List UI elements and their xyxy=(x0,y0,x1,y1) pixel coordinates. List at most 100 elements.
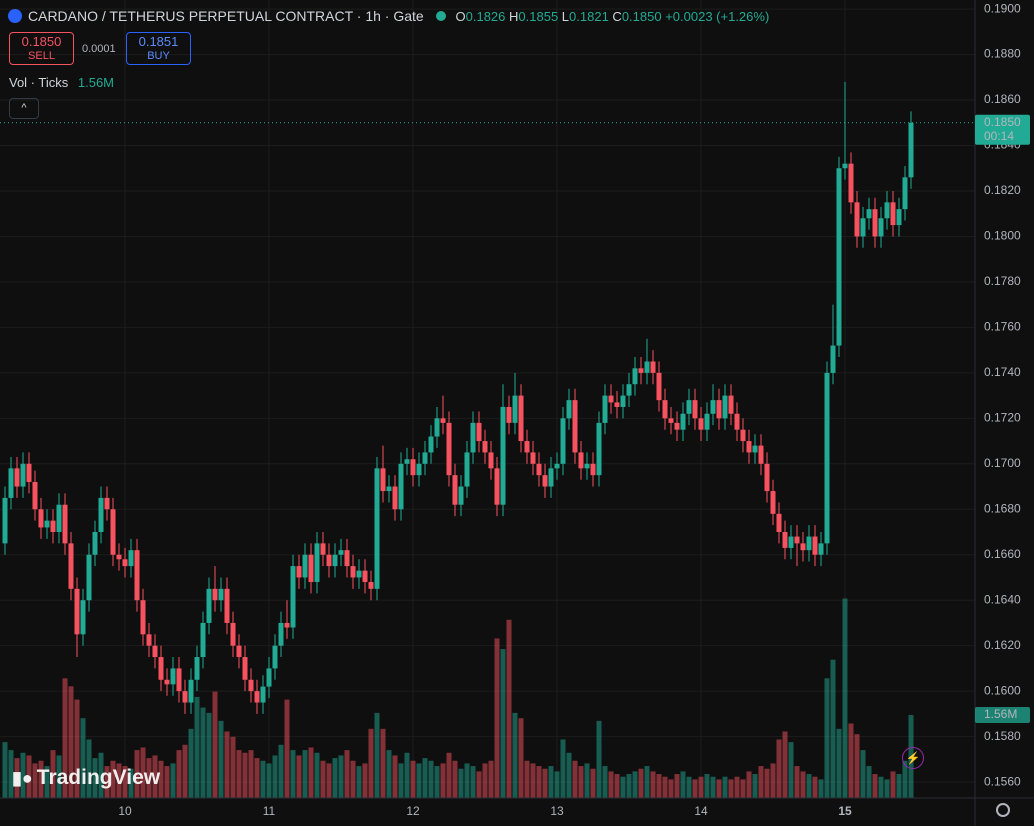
volume-bar xyxy=(602,766,608,798)
candle-body xyxy=(890,202,896,226)
volume-bar xyxy=(380,728,386,798)
volume-bar xyxy=(92,758,98,798)
candle-body xyxy=(506,406,512,423)
candle-body xyxy=(26,463,32,482)
candle-body xyxy=(716,400,722,419)
candle-body xyxy=(710,400,716,414)
candle-body xyxy=(86,554,92,601)
candle-body xyxy=(578,452,584,469)
candle-body xyxy=(854,202,860,237)
candle-body xyxy=(452,475,458,505)
volume-bar xyxy=(788,742,794,798)
volume-bar xyxy=(242,752,248,798)
volume-bar xyxy=(704,774,710,798)
candle-body xyxy=(140,600,146,635)
candle-body xyxy=(194,657,200,680)
volume-bar xyxy=(314,752,320,798)
header: CARDANO / TETHERUS PERPETUAL CONTRACT · … xyxy=(8,8,769,24)
y-tick-label: 0.1900 xyxy=(984,1,1021,15)
volume-bar xyxy=(758,766,764,798)
candle-body xyxy=(632,368,638,385)
ohlc-key: L xyxy=(561,9,570,24)
candle-body xyxy=(500,406,506,505)
volume-bar xyxy=(404,752,410,798)
volume-bar xyxy=(452,760,458,798)
volume-bar xyxy=(806,774,812,798)
volume-bar xyxy=(596,720,602,798)
volume-bar xyxy=(110,760,116,798)
volume-bar xyxy=(668,779,674,798)
settings-icon[interactable] xyxy=(996,803,1010,817)
candle-body xyxy=(176,668,182,692)
x-tick-label: 13 xyxy=(550,804,564,818)
volume-bar xyxy=(716,779,722,798)
ohlc-value: 0.1855 xyxy=(518,9,559,24)
candle-body xyxy=(230,622,236,646)
candle-body xyxy=(740,429,746,442)
candle-body xyxy=(818,543,824,555)
volume-bar xyxy=(44,766,50,798)
volume-bar xyxy=(896,774,902,798)
collapse-button[interactable]: ^ xyxy=(9,98,39,119)
volume-bar xyxy=(194,696,200,798)
y-tick-label: 0.1700 xyxy=(984,456,1021,470)
candles xyxy=(2,81,914,714)
y-tick-label: 0.1880 xyxy=(984,47,1021,61)
ohlc-value: 0.1821 xyxy=(569,9,609,24)
volume-bar xyxy=(398,763,404,798)
volume-bar xyxy=(302,750,308,798)
candle-body xyxy=(782,532,788,548)
candle-body xyxy=(104,497,110,510)
volume-bar xyxy=(248,750,254,798)
y-tick-label: 0.1620 xyxy=(984,638,1021,652)
volume-bar xyxy=(836,728,842,798)
volume-bar xyxy=(182,744,188,798)
candle-body xyxy=(908,122,914,178)
alert-icon[interactable]: ⚡ xyxy=(902,747,924,769)
candle-body xyxy=(794,536,800,544)
buy-button[interactable]: 0.1851 BUY xyxy=(126,32,191,65)
candle-body xyxy=(560,418,566,464)
volume-bar xyxy=(98,752,104,798)
sell-button[interactable]: 0.1850 SELL xyxy=(9,32,74,65)
candle-body xyxy=(146,634,152,646)
volume-bar xyxy=(770,763,776,798)
candle-body xyxy=(878,218,884,237)
y-tick-label: 0.1660 xyxy=(984,547,1021,561)
volume-bar xyxy=(680,771,686,798)
volume-bar xyxy=(188,728,194,798)
volume-bar xyxy=(662,776,668,798)
buy-price: 0.1851 xyxy=(138,34,179,49)
spread: 0.0001 xyxy=(82,43,116,55)
volume-bar xyxy=(362,763,368,798)
candle-body xyxy=(650,361,656,373)
volume-bar xyxy=(386,750,392,798)
volume-bar xyxy=(710,776,716,798)
volume-bar xyxy=(284,699,290,798)
volume-value-box xyxy=(975,707,1030,724)
y-tick-label: 0.1580 xyxy=(984,729,1021,743)
candle-body xyxy=(380,468,386,492)
candle-body xyxy=(734,413,740,430)
candle-body xyxy=(746,441,752,453)
volume-bar xyxy=(560,739,566,798)
last-price-box xyxy=(975,114,1030,145)
candle-body xyxy=(800,543,806,551)
watermark: ▮● TradingView xyxy=(12,766,160,790)
last-price-label: 0.1850 xyxy=(984,115,1021,129)
candle-body xyxy=(134,550,140,601)
volume-bar xyxy=(392,755,398,798)
candle-body xyxy=(542,475,548,487)
candle-body xyxy=(68,543,74,589)
volume-bar xyxy=(776,739,782,798)
y-tick-label: 0.1860 xyxy=(984,92,1021,106)
volume-bar xyxy=(266,763,272,798)
candle-body xyxy=(512,395,518,423)
volume-bar xyxy=(686,776,692,798)
volume-bar xyxy=(338,755,344,798)
ohlc-key: O xyxy=(455,9,466,24)
candle-body xyxy=(572,400,578,453)
candle-body xyxy=(410,459,416,476)
candle-body xyxy=(422,452,428,464)
candle-body xyxy=(812,536,818,555)
